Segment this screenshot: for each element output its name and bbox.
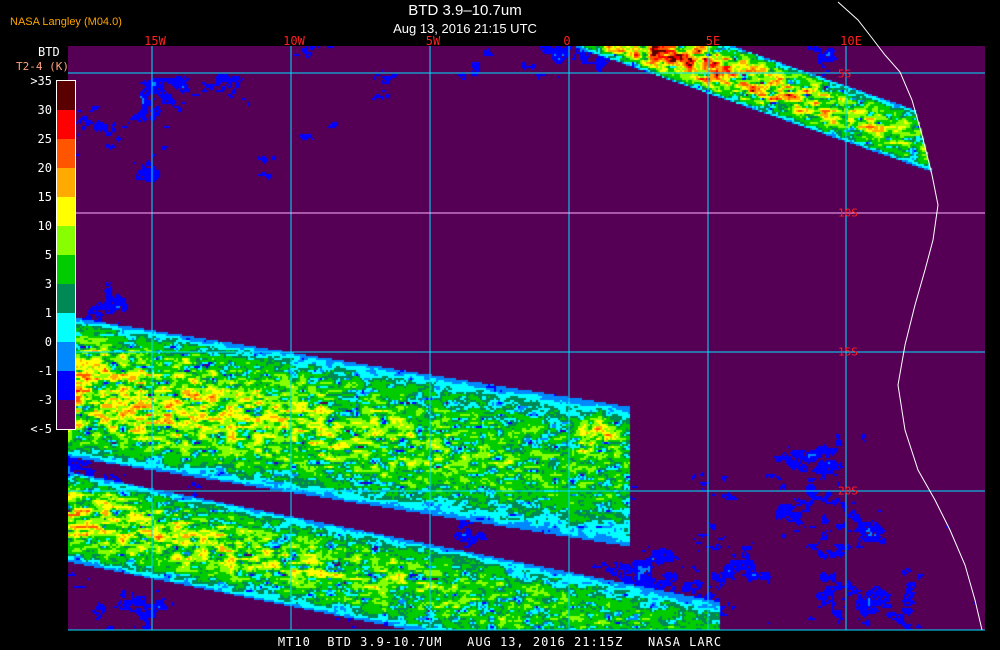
legend-label: 1: [44, 306, 52, 320]
lon-label-15w: 15W: [144, 34, 166, 48]
legend-unit: T2-4 (K): [16, 60, 69, 73]
legend-color-band: [57, 81, 75, 110]
legend-label: 3: [44, 277, 52, 291]
legend-color-band: [57, 371, 75, 400]
lat-label-10s: 10S: [838, 206, 858, 220]
legend-label: -1: [37, 364, 52, 378]
lon-label-10w: 10W: [283, 34, 305, 48]
legend-label: 15: [37, 190, 52, 204]
legend-color-band: [57, 226, 75, 255]
legend-color-band: [57, 255, 75, 284]
credit-label: NASA Langley (M04.0): [10, 16, 122, 28]
legend-label: 25: [37, 132, 52, 146]
legend-color-band: [57, 313, 75, 342]
legend-color-band: [57, 110, 75, 139]
legend-color-band: [57, 139, 75, 168]
legend-color-band: [57, 284, 75, 313]
timestamp-subtitle: Aug 13, 2016 21:15 UTC: [393, 21, 537, 36]
legend-label: 10: [37, 219, 52, 233]
lon-label-5w: 5W: [425, 34, 441, 48]
color-legend: [56, 80, 76, 430]
legend-label: 30: [37, 103, 52, 117]
lon-label-10e: 10E: [840, 34, 862, 48]
legend-color-band: [57, 400, 75, 429]
lat-label-5s: 5S: [838, 67, 852, 81]
legend-label: <-5: [30, 422, 52, 436]
legend-color-band: [57, 197, 75, 226]
legend-color-band: [57, 342, 75, 371]
lat-label-15s: 15S: [838, 345, 858, 359]
lon-label-5e: 5E: [705, 34, 721, 48]
lon-label-0: 0: [563, 34, 571, 48]
legend-title: BTD: [38, 45, 60, 59]
legend-label: >35: [30, 74, 52, 88]
legend-label: 20: [37, 161, 52, 175]
satellite-image: [68, 46, 985, 630]
legend-label: 5: [44, 248, 52, 262]
footer-caption: MT10 BTD 3.9-10.7UM AUG 13, 2016 21:15Z …: [277, 635, 723, 649]
lat-label-20s: 20S: [838, 484, 858, 498]
legend-label: 0: [44, 335, 52, 349]
product-title: BTD 3.9–10.7um: [408, 2, 522, 19]
legend-color-band: [57, 168, 75, 197]
legend-label: -3: [37, 393, 52, 407]
